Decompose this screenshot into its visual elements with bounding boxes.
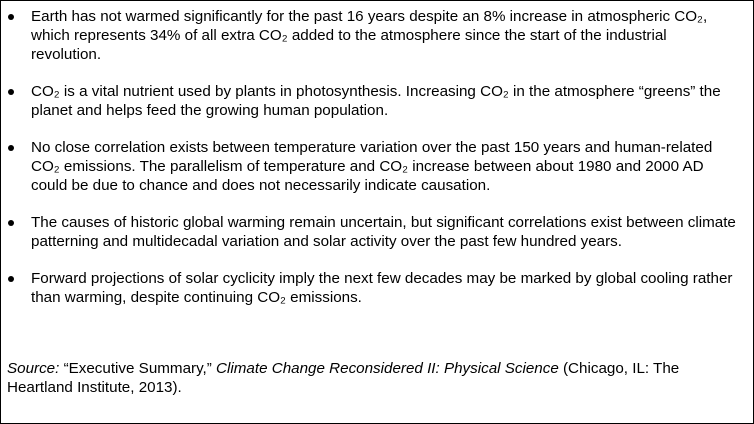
list-item: CO₂ is a vital nutrient used by plants i… — [1, 82, 753, 120]
bullet-text: The causes of historic global warming re… — [31, 214, 736, 250]
bullet-icon — [8, 276, 14, 282]
bullet-icon — [8, 89, 14, 95]
list-item: Forward projections of solar cyclicity i… — [1, 269, 753, 307]
bullet-text: Forward projections of solar cyclicity i… — [31, 270, 733, 306]
bullet-text: CO₂ is a vital nutrient used by plants i… — [31, 83, 721, 119]
list-item: No close correlation exists between temp… — [1, 138, 753, 195]
source-book-title: Climate Change Reconsidered II: Physical… — [216, 360, 559, 377]
source-quote: “Executive Summary,” — [59, 360, 217, 377]
list-item: Earth has not warmed significantly for t… — [1, 7, 753, 64]
bullet-text: No close correlation exists between temp… — [31, 139, 713, 194]
bullet-icon — [8, 145, 14, 151]
bullet-icon — [8, 220, 14, 226]
source-label: Source: — [7, 360, 60, 377]
source-citation: Source: “Executive Summary,” Climate Cha… — [7, 359, 747, 397]
bullet-list: Earth has not warmed significantly for t… — [1, 7, 753, 307]
bullet-icon — [8, 14, 14, 20]
bullet-text: Earth has not warmed significantly for t… — [31, 8, 708, 63]
list-item: The causes of historic global warming re… — [1, 213, 753, 251]
source-publication: (Chicago, IL: The Heartland Institute, 2… — [7, 360, 680, 396]
